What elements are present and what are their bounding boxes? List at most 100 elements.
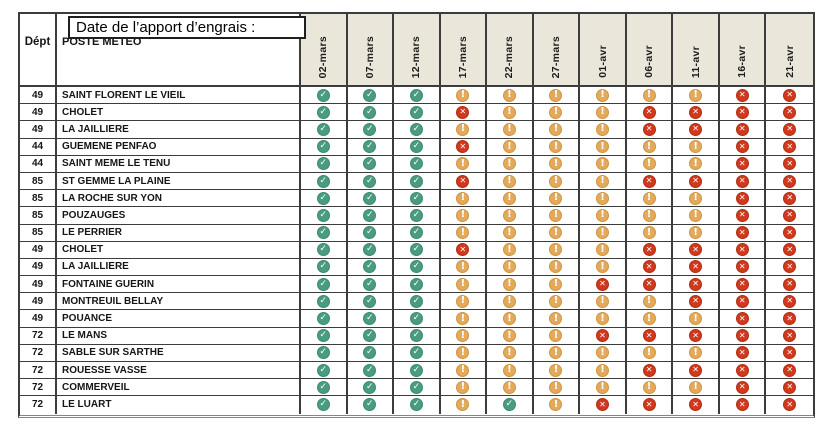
- status-cell: !: [487, 207, 534, 225]
- check-circle-icon: ✓: [316, 398, 330, 412]
- cross-circle-icon: ✕: [783, 105, 797, 119]
- status-cell: ✕: [766, 362, 813, 380]
- table-row: 85 ST GEMME LA PLAINE ✓ ✓ ✓ ✕!!! ✕ ✕ ✕ ✕: [20, 172, 813, 191]
- status-cell: !: [673, 344, 720, 362]
- cross-circle-icon: ✕: [642, 105, 656, 119]
- cross-circle-icon: ✕: [783, 260, 797, 274]
- table-row: 72 SABLE SUR SARTHE ✓ ✓ ✓!!!!!! ✕ ✕: [20, 344, 813, 362]
- status-cell: ✕: [673, 293, 720, 311]
- cross-circle-icon: ✕: [642, 260, 656, 274]
- status-cell: ✓: [301, 207, 348, 225]
- table-row: 49 MONTREUIL BELLAY ✓ ✓ ✓!!!!! ✕ ✕ ✕: [20, 293, 813, 311]
- cross-circle-icon: ✕: [735, 294, 749, 308]
- cross-circle-icon: ✕: [735, 363, 749, 377]
- cross-circle-icon: ✕: [735, 226, 749, 240]
- check-circle-icon: ✓: [316, 191, 330, 205]
- dept-cell: 49: [20, 121, 57, 139]
- status-cell: ✓: [394, 310, 441, 328]
- cross-circle-icon: ✕: [689, 105, 703, 119]
- status-cell: ✓: [394, 172, 441, 191]
- status-cell: ✓: [347, 207, 395, 225]
- status-cell: !: [533, 104, 581, 122]
- cross-circle-icon: ✕: [735, 329, 749, 343]
- status-cell: ✓: [394, 258, 441, 277]
- check-circle-icon: ✓: [363, 243, 377, 257]
- status-cell: ✕: [673, 327, 720, 345]
- warning-circle-icon: !: [549, 140, 563, 154]
- check-circle-icon: ✓: [316, 329, 330, 343]
- dept-column-header: Dépt: [20, 14, 57, 87]
- check-circle-icon: ✓: [363, 398, 377, 412]
- status-cell: ✕: [719, 172, 767, 191]
- cross-circle-icon: ✕: [783, 312, 797, 326]
- table-row: 49 SAINT FLORENT LE VIEIL ✓ ✓ ✓!!!!!! ✕ ✕: [20, 87, 813, 105]
- warning-circle-icon: !: [642, 380, 656, 394]
- check-circle-icon: ✓: [363, 294, 377, 308]
- warning-circle-icon: !: [596, 260, 610, 274]
- warning-circle-icon: !: [689, 380, 703, 394]
- cross-circle-icon: ✕: [642, 122, 656, 136]
- status-cell: !: [673, 379, 720, 397]
- date-column-header: 02-mars: [301, 14, 348, 87]
- warning-circle-icon: !: [456, 122, 470, 136]
- status-cell: ✕: [580, 396, 627, 414]
- check-circle-icon: ✓: [316, 122, 330, 136]
- cross-circle-icon: ✕: [689, 329, 703, 343]
- warning-circle-icon: !: [596, 380, 610, 394]
- status-cell: ✕: [766, 276, 813, 294]
- status-cell: ✕: [673, 104, 720, 122]
- warning-circle-icon: !: [549, 363, 563, 377]
- page-title: Date de l’apport d’engrais :: [76, 19, 256, 36]
- status-cell: ✕: [673, 241, 720, 259]
- status-cell: !: [580, 121, 627, 139]
- cross-circle-icon: ✕: [642, 243, 656, 257]
- status-cell: !: [533, 155, 581, 173]
- station-cell: LA JAILLIERE: [57, 121, 301, 139]
- status-cell: ✓: [394, 293, 441, 311]
- check-circle-icon: ✓: [316, 312, 330, 326]
- status-cell: ✓: [301, 327, 348, 345]
- warning-circle-icon: !: [549, 226, 563, 240]
- status-cell: ✕: [719, 276, 767, 294]
- status-cell: ✓: [301, 379, 348, 397]
- cross-circle-icon: ✕: [735, 122, 749, 136]
- status-cell: !: [440, 293, 488, 311]
- check-circle-icon: ✓: [409, 226, 423, 240]
- check-circle-icon: ✓: [363, 174, 377, 188]
- dept-cell: 85: [20, 224, 57, 242]
- table-row: 49 LA JAILLIERE ✓ ✓ ✓!!!! ✕ ✕ ✕ ✕: [20, 121, 813, 139]
- status-cell: !: [673, 87, 720, 105]
- check-circle-icon: ✓: [363, 226, 377, 240]
- cross-circle-icon: ✕: [783, 140, 797, 154]
- status-cell: !: [626, 224, 674, 242]
- status-cell: !: [673, 138, 720, 156]
- status-cell: !: [533, 172, 581, 191]
- warning-circle-icon: !: [549, 312, 563, 326]
- status-cell: ✕: [766, 173, 813, 191]
- cross-circle-icon: ✕: [783, 243, 797, 257]
- status-cell: ✕: [719, 362, 767, 380]
- cross-circle-icon: ✕: [456, 174, 470, 188]
- status-cell: !: [580, 138, 627, 156]
- station-cell: SABLE SUR SARTHE: [57, 344, 301, 362]
- status-cell: ✓: [347, 190, 395, 208]
- station-cell: LE LUART: [57, 396, 301, 414]
- check-circle-icon: ✓: [316, 157, 330, 171]
- status-cell: ✕: [440, 138, 488, 156]
- status-cell: !: [440, 87, 488, 105]
- cross-circle-icon: ✕: [596, 329, 610, 343]
- status-cell: ✕: [673, 121, 720, 139]
- date-column-header: 01-avr: [580, 14, 627, 87]
- dept-cell: 72: [20, 396, 57, 414]
- date-label: 01-avr: [596, 45, 609, 78]
- status-cell: !: [533, 344, 581, 362]
- check-circle-icon: ✓: [316, 208, 330, 222]
- status-cell: !: [440, 276, 488, 294]
- warning-circle-icon: !: [502, 88, 516, 102]
- status-cell: ✓: [347, 138, 395, 156]
- warning-circle-icon: !: [456, 88, 470, 102]
- warning-circle-icon: !: [642, 294, 656, 308]
- status-cell: ✕: [719, 327, 767, 345]
- check-circle-icon: ✓: [409, 191, 423, 205]
- warning-circle-icon: !: [502, 226, 516, 240]
